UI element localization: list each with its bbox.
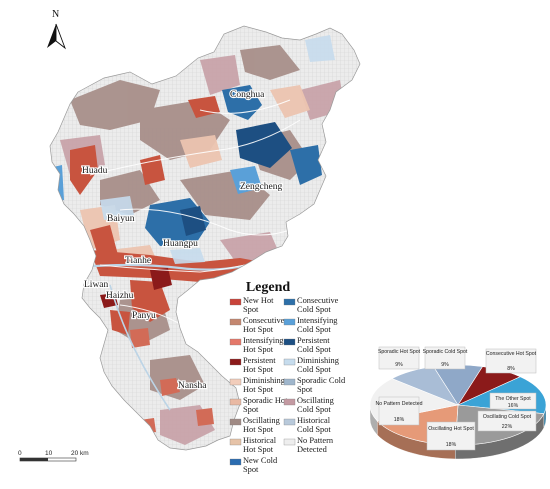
svg-text:Oscillating Cold Spot: Oscillating Cold Spot	[483, 414, 532, 420]
legend-swatch	[283, 438, 296, 446]
svg-text:9%: 9%	[395, 362, 403, 368]
svg-text:22%: 22%	[502, 424, 513, 430]
legend-label: Diminishing Hot Spot	[243, 376, 286, 394]
district-label-huangpu: Huangpu	[163, 239, 198, 249]
district-label-huadu: Huadu	[82, 166, 108, 176]
scale-tick-0: 0	[18, 450, 22, 457]
svg-text:Consecutive Hot Spot: Consecutive Hot Spot	[486, 351, 537, 357]
pie-label-consecutive-hot: Consecutive Hot Spot 8%	[485, 348, 537, 374]
legend-label: Historical Hot Spot	[243, 436, 277, 454]
svg-text:16%: 16%	[508, 403, 519, 409]
legend-label: Consecutive Hot Spot	[243, 316, 285, 334]
legend-items: New Hot Spot Consecutive Hot Spot Intensifyi…	[229, 296, 346, 474]
svg-text:Oscillating Hot Spot: Oscillating Hot Spot	[428, 426, 474, 432]
legend-item-consecutive-cold-spot: Consecutive Cold Spot	[283, 296, 339, 314]
scale-bar: 0 10 20 km	[18, 450, 89, 462]
legend-swatch	[229, 438, 242, 446]
legend-item-diminishing-cold-spot: Diminishing Cold Spot	[283, 356, 340, 374]
legend-label: Oscillating Hot Spot	[243, 416, 281, 434]
legend-swatch	[283, 378, 296, 386]
legend-title: Legend	[246, 280, 291, 295]
legend-label: Persistent Hot Spot	[243, 356, 276, 374]
legend-item-diminishing-hot-spot: Diminishing Hot Spot	[229, 376, 286, 394]
svg-text:The Other Spot: The Other Spot	[495, 396, 531, 402]
legend-item-consecutive-hot-spot: Consecutive Hot Spot	[229, 316, 285, 334]
pie-chart: Sporadic Hot Spot 9% Sporadic Cold Spot …	[369, 346, 547, 460]
legend-label: Consecutive Cold Spot	[297, 296, 339, 314]
north-label: N	[52, 9, 59, 20]
legend-item-new-cold-spot: New Cold Spot	[229, 456, 278, 474]
pie-label-sporadic-hot: Sporadic Hot Spot 9%	[378, 346, 421, 370]
legend-swatch	[229, 418, 242, 426]
legend-label: No Pattern Detected	[297, 436, 334, 454]
legend-swatch	[229, 338, 242, 346]
pie-label-oscillating-cold: Oscillating Cold Spot 22%	[477, 410, 537, 432]
legend-label: Persistent Cold Spot	[297, 336, 331, 354]
legend-label: Historical Cold Spot	[297, 416, 331, 434]
north-arrow: N	[47, 9, 66, 50]
svg-text:Sporadic Cold Spot: Sporadic Cold Spot	[423, 349, 468, 355]
legend-swatch	[229, 298, 242, 306]
legend-item-sporadic-hot-spot: Sporadic Hot Spot	[229, 396, 288, 414]
legend-swatch	[283, 298, 296, 306]
legend-swatch	[283, 338, 296, 346]
legend-swatch	[229, 318, 242, 326]
district-label-haizhu: Haizhu	[106, 291, 134, 301]
legend-item-historical-cold-spot: Historical Cold Spot	[283, 416, 331, 434]
svg-text:Sporadic Hot Spot: Sporadic Hot Spot	[378, 349, 421, 355]
legend-label: Intensifying Cold Spot	[297, 316, 338, 334]
pie-label-no-pattern: No Pattern Detected 18%	[375, 396, 423, 426]
legend-item-historical-hot-spot: Historical Hot Spot	[229, 436, 277, 454]
region-outline	[49, 25, 361, 451]
legend-label: Oscillating Cold Spot	[297, 396, 335, 414]
legend-swatch	[283, 418, 296, 426]
legend-item-oscillating-hot-spot: Oscillating Hot Spot	[229, 416, 281, 434]
legend-swatch	[229, 398, 242, 406]
district-label-baiyun: Baiyun	[107, 214, 135, 224]
legend-label: New Cold Spot	[243, 456, 278, 474]
legend: Legend New Hot Spot Consecutive Hot Spot Int…	[229, 280, 346, 474]
scale-tick-20: 20 km	[71, 450, 89, 457]
svg-text:No Pattern Detected: No Pattern Detected	[375, 401, 422, 407]
legend-label: Sporadic Hot Spot	[243, 396, 288, 414]
map-region: Conghua Huadu Zengcheng Baiyun Huangpu T…	[49, 25, 361, 451]
district-label-panyu: Panyu	[132, 311, 156, 321]
district-label-nansha: Nansha	[178, 381, 207, 391]
scale-tick-10: 10	[45, 450, 53, 457]
legend-item-sporadic-cold-spot: Sporadic Cold Spot	[283, 376, 346, 394]
legend-item-no-pattern-detected: No Pattern Detected	[283, 436, 334, 454]
legend-item-new-hot-spot: New Hot Spot	[229, 296, 274, 314]
legend-swatch	[229, 358, 242, 366]
pie-label-other: The Other Spot 16%	[489, 392, 537, 410]
district-label-conghua: Conghua	[230, 90, 265, 100]
legend-item-persistent-hot-spot: Persistent Hot Spot	[229, 356, 276, 374]
district-label-zengcheng: Zengcheng	[240, 182, 282, 192]
legend-label: New Hot Spot	[243, 296, 274, 314]
svg-text:18%: 18%	[446, 442, 457, 448]
legend-label: Intensifying Hot Spot	[243, 336, 284, 354]
legend-item-intensifying-cold-spot: Intensifying Cold Spot	[283, 316, 338, 334]
legend-swatch	[229, 378, 242, 386]
legend-swatch	[283, 358, 296, 366]
pie-label-oscillating-hot: Oscillating Hot Spot 18%	[426, 421, 476, 451]
legend-item-oscillating-cold-spot: Oscillating Cold Spot	[283, 396, 335, 414]
legend-label: Sporadic Cold Spot	[297, 376, 346, 394]
legend-swatch	[229, 458, 242, 466]
svg-text:8%: 8%	[507, 366, 515, 372]
legend-item-intensifying-hot-spot: Intensifying Hot Spot	[229, 336, 284, 354]
svg-text:18%: 18%	[394, 417, 405, 423]
legend-swatch	[283, 318, 296, 326]
pie-label-sporadic-cold: Sporadic Cold Spot 9%	[423, 346, 468, 370]
north-arrow-icon	[47, 24, 56, 48]
district-label-tianhe: Tianhe	[125, 256, 151, 266]
legend-label: Diminishing Cold Spot	[297, 356, 340, 374]
svg-text:9%: 9%	[441, 362, 449, 368]
district-label-liwan: Liwan	[84, 280, 109, 290]
legend-item-persistent-cold-spot: Persistent Cold Spot	[283, 336, 331, 354]
legend-swatch	[283, 398, 296, 406]
